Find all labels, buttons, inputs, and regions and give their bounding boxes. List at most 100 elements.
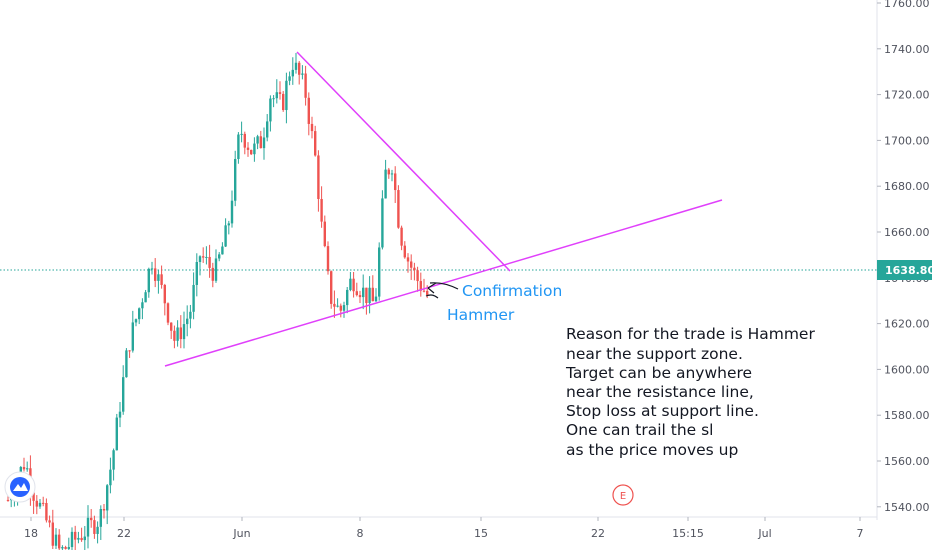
candle-body xyxy=(253,143,256,155)
candle-body xyxy=(170,322,173,331)
candle-body xyxy=(288,76,291,81)
earnings-marker-label: E xyxy=(620,491,626,502)
price-axis[interactable]: 1760.00 1740.00 1720.00 1700.00 1680.00 1660.… xyxy=(877,0,930,514)
candle-body xyxy=(400,227,403,246)
y-axis-tick-label: 1720.00 xyxy=(884,89,930,102)
x-axis-tick-label: Jul xyxy=(757,527,771,540)
candle-body xyxy=(323,221,326,247)
candle-body xyxy=(314,131,317,156)
y-axis-tick-label: 1680.00 xyxy=(884,180,930,193)
x-axis-tick-label: 22 xyxy=(591,527,605,540)
current-price-tag: 1638.80 xyxy=(877,260,932,280)
candle-body xyxy=(35,500,38,507)
candle-body xyxy=(349,278,352,290)
candle-body xyxy=(378,247,381,297)
y-axis-tick-label: 1660.00 xyxy=(884,226,930,239)
candle-body xyxy=(141,302,144,309)
candle-body xyxy=(374,296,378,302)
y-axis-tick-label: 1580.00 xyxy=(884,409,930,422)
candle-body xyxy=(154,268,157,281)
candle-body xyxy=(269,98,272,122)
candle-body xyxy=(189,311,192,319)
candle-body xyxy=(173,330,176,341)
tradingview-logo[interactable] xyxy=(4,471,36,503)
candle-body xyxy=(106,485,109,511)
candle-body xyxy=(294,62,298,70)
candle-body xyxy=(310,123,314,132)
candle-body xyxy=(61,547,64,549)
candle-body xyxy=(150,268,154,270)
trade-note[interactable]: Reason for the trade is Hammer near the … xyxy=(565,325,815,459)
arrow-annotation-icon xyxy=(425,282,459,299)
candle-body xyxy=(6,499,10,501)
candle-body xyxy=(326,246,330,272)
candle-body xyxy=(138,308,141,320)
candle-body xyxy=(346,289,349,306)
x-axis-tick-label: 8 xyxy=(357,527,364,540)
candle-body xyxy=(166,303,170,323)
y-axis-tick-label: 1620.00 xyxy=(884,318,930,331)
candle-body xyxy=(74,531,77,540)
candle-body xyxy=(26,468,29,470)
note-line: Reason for the trade is Hammer xyxy=(566,325,815,343)
candle-body xyxy=(38,502,42,507)
candle-body xyxy=(240,133,243,135)
y-axis-tick-label: 1540.00 xyxy=(884,501,930,514)
candle-body xyxy=(243,133,246,148)
candle-body xyxy=(422,290,426,292)
current-price-tag-bg xyxy=(877,260,932,280)
candle-body xyxy=(122,377,125,412)
current-price-tag-text: 1638.80 xyxy=(885,264,932,277)
candle-body xyxy=(83,536,86,541)
note-line: Target can be anywhere xyxy=(565,364,752,382)
candle-body xyxy=(198,256,202,263)
candle-body xyxy=(227,223,230,226)
candle-body xyxy=(80,537,83,541)
candle-body xyxy=(355,291,358,296)
y-axis-tick-label: 1740.00 xyxy=(884,43,930,56)
candle-body xyxy=(336,305,339,307)
candle-body xyxy=(163,284,166,304)
candle-body xyxy=(131,322,134,351)
candle-body xyxy=(282,93,285,111)
resistance-trendline[interactable] xyxy=(296,51,511,272)
candle-body xyxy=(413,267,416,271)
candle-body xyxy=(390,173,394,175)
candle-body xyxy=(144,292,147,303)
earnings-marker-circle xyxy=(612,484,634,506)
logo-wave-icon xyxy=(13,483,28,491)
x-axis-tick-label: 15 xyxy=(474,527,488,540)
candle-body xyxy=(301,73,304,75)
candle-body xyxy=(218,254,221,259)
candle-body xyxy=(54,534,58,546)
note-line: near the resistance line, xyxy=(566,383,754,401)
confirmation-label[interactable]: Confirmation xyxy=(462,282,562,300)
candle-body xyxy=(195,262,198,285)
candle-body xyxy=(211,267,214,281)
candle-body xyxy=(208,256,211,268)
candle-body xyxy=(109,469,112,486)
candle-body xyxy=(160,274,163,285)
candle-body xyxy=(278,92,282,94)
earnings-marker[interactable]: E xyxy=(612,484,634,506)
candle-body xyxy=(320,198,323,222)
x-axis-tick-label: 18 xyxy=(24,527,38,540)
time-axis[interactable]: 18 22 Jun 8 15 22 15:15 Jul 7 xyxy=(24,517,864,540)
note-line: as the price moves up xyxy=(566,441,738,459)
candle-body xyxy=(230,200,234,224)
candle-body xyxy=(403,245,406,258)
candle-body xyxy=(99,509,102,527)
candle-body xyxy=(179,327,182,340)
support-trendline[interactable] xyxy=(164,199,723,367)
candle-body xyxy=(266,121,269,138)
candle-body xyxy=(42,502,45,504)
candle-body xyxy=(221,246,224,255)
candle-body xyxy=(202,256,205,258)
candle-body xyxy=(176,327,179,341)
candle-body xyxy=(285,80,288,111)
hammer-label[interactable]: Hammer xyxy=(447,306,515,324)
candle-body xyxy=(330,271,333,304)
candle-body xyxy=(237,134,240,160)
candle-body xyxy=(317,155,320,199)
